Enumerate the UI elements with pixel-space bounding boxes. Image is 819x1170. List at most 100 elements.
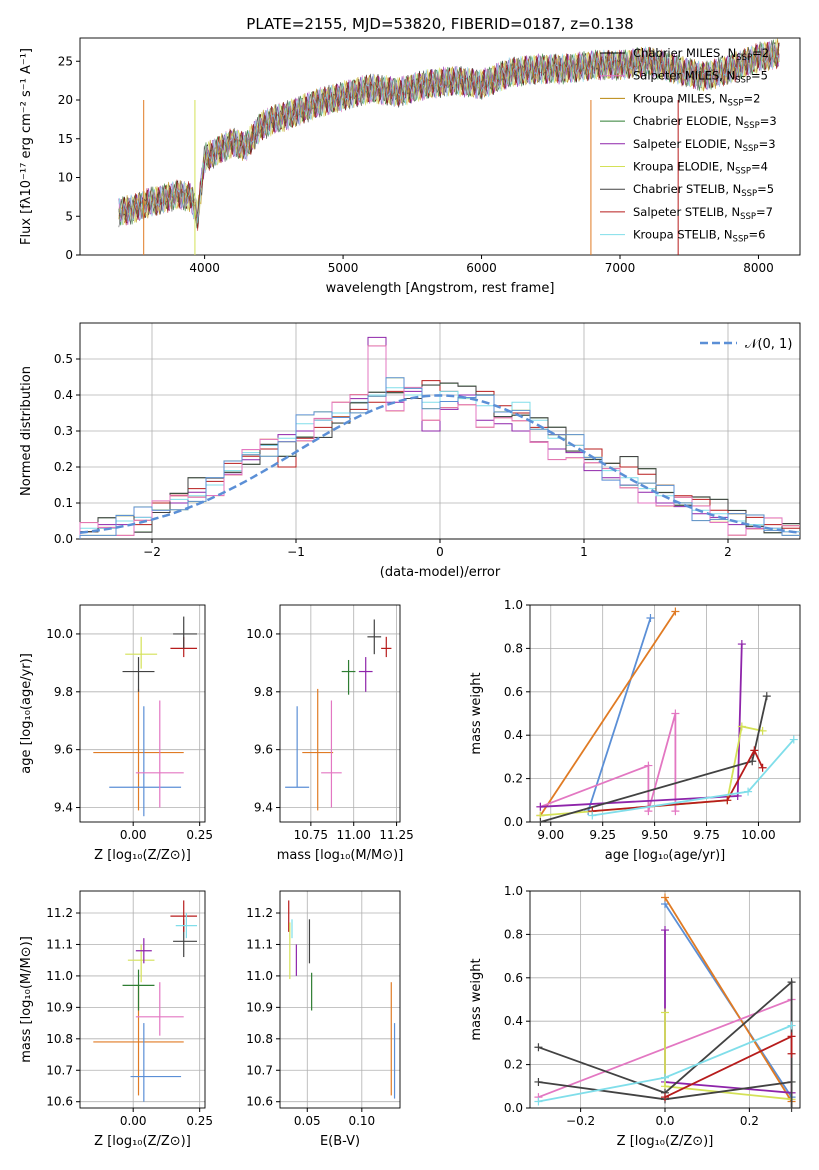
weight-line-0 xyxy=(587,617,652,812)
weight-marker xyxy=(787,1021,796,1030)
weight-marker xyxy=(787,1077,796,1086)
y-tick-label: 0.2 xyxy=(504,772,523,786)
x-axis-label: Z [log₁₀(Z/Z⊙)] xyxy=(617,1134,714,1149)
y-tick-label: 10.9 xyxy=(246,1000,273,1014)
weight-marker xyxy=(536,818,545,826)
y-tick-label: 11.0 xyxy=(46,969,73,983)
weight-marker xyxy=(737,640,746,649)
y-tick-label: 11.0 xyxy=(246,969,273,983)
spectrum-line-7 xyxy=(118,41,780,231)
weight-marker xyxy=(750,746,759,755)
x-tick-label: 10.75 xyxy=(294,828,328,842)
legend-entry: Salpeter MILES, NSSP=5 xyxy=(633,69,768,86)
x-tick-label: 11.00 xyxy=(337,828,371,842)
y-tick-label: 10 xyxy=(58,171,73,185)
x-tick-label: 8000 xyxy=(743,261,774,275)
weight-marker xyxy=(536,802,545,811)
x-tick-label: 7000 xyxy=(605,261,636,275)
age_vs_Z-panel xyxy=(76,604,206,826)
y-tick-label: 0.4 xyxy=(504,728,523,742)
x-axis-label: (data-model)/error xyxy=(380,565,501,580)
weight-marker xyxy=(646,614,655,623)
y-tick-label: 9.4 xyxy=(54,801,73,815)
y-axis-label: Flux [fλ10⁻¹⁷ erg cm⁻² s⁻¹ A⁻¹] xyxy=(19,48,34,245)
weight-marker xyxy=(787,978,796,987)
mass_vs_Z-panel xyxy=(76,890,206,1112)
weight-line-1 xyxy=(539,611,677,816)
mass_vs_EBV-frame xyxy=(279,890,401,1109)
normal-curve xyxy=(79,394,801,534)
x-tick-label: 11.25 xyxy=(379,828,413,842)
y-tick-label: 10.6 xyxy=(246,1095,273,1109)
y-tick-label: 10.7 xyxy=(246,1063,273,1077)
y-tick-label: 0.8 xyxy=(504,927,523,941)
legend-entry: Chabrier STELIB, NSSP=5 xyxy=(633,182,774,199)
y-tick-label: 11.2 xyxy=(246,906,273,920)
y-axis-label: age [log₁₀(age/yr)] xyxy=(19,653,34,774)
age_vs_mass-panel xyxy=(276,604,401,826)
y-tick-label: 15 xyxy=(58,132,73,146)
y-tick-label: 11.1 xyxy=(246,937,273,951)
age_vs_Z-frame xyxy=(79,604,206,823)
y-tick-label: 20 xyxy=(58,93,73,107)
weight-line-1 xyxy=(664,897,793,1102)
weight-marker xyxy=(671,709,680,718)
weight-marker xyxy=(661,893,669,902)
weight-marker xyxy=(661,926,669,935)
weight-marker xyxy=(588,811,597,820)
x-axis-label: age [log₁₀(age/yr)] xyxy=(605,848,726,863)
weight-marker xyxy=(787,1104,796,1112)
y-tick-label: 5 xyxy=(65,209,73,223)
weight-marker xyxy=(644,807,653,816)
weight-marker xyxy=(661,1073,669,1082)
y-tick-label: 0 xyxy=(65,248,73,262)
residuals-panel xyxy=(76,322,801,543)
weight-marker xyxy=(661,1093,669,1102)
x-tick-label: 0.25 xyxy=(186,1114,213,1128)
y-tick-label: 1.0 xyxy=(504,884,523,898)
y-tick-label: 0.0 xyxy=(504,1101,523,1115)
x-tick-label: 0.10 xyxy=(348,1114,375,1128)
mass_vs_Z-frame xyxy=(79,890,206,1109)
weight-line-2 xyxy=(540,713,677,812)
weight-line-3 xyxy=(540,644,743,808)
x-tick-label: 4000 xyxy=(189,261,220,275)
weight-line-4 xyxy=(664,1012,792,1101)
x-axis-label: Z [log₁₀(Z/Z⊙)] xyxy=(94,848,191,863)
weight_vs_age-frame xyxy=(529,604,801,823)
y-tick-label: 0.6 xyxy=(504,685,523,699)
x-tick-label: 0.0 xyxy=(655,1114,674,1128)
x-axis-label: wavelength [Angstrom, rest frame] xyxy=(326,281,555,296)
y-tick-label: 0.4 xyxy=(54,388,73,402)
y-tick-label: 9.4 xyxy=(254,801,273,815)
weight_vs_Z-panel xyxy=(526,890,801,1112)
weight-marker xyxy=(787,1032,796,1041)
weight-marker xyxy=(534,1043,543,1052)
y-tick-label: 10.0 xyxy=(246,627,273,641)
y-tick-label: 0.8 xyxy=(504,641,523,655)
x-tick-label: 9.25 xyxy=(589,828,616,842)
y-tick-label: 11.1 xyxy=(46,937,73,951)
weight-marker xyxy=(671,807,680,816)
x-tick-label: 0.00 xyxy=(120,1114,147,1128)
x-tick-label: 2 xyxy=(724,545,732,559)
legend-entry: Salpeter ELODIE, NSSP=3 xyxy=(633,137,776,154)
x-tick-label: 0.2 xyxy=(740,1114,759,1128)
x-tick-label: 6000 xyxy=(466,261,497,275)
spectrum-line-3 xyxy=(118,39,780,229)
legend-entry: Salpeter STELIB, NSSP=7 xyxy=(633,205,773,222)
weight-marker xyxy=(758,726,767,735)
y-tick-label: 0.4 xyxy=(504,1014,523,1028)
y-tick-label: 0.2 xyxy=(504,1058,523,1072)
x-axis-label: mass [log₁₀(M/M⊙)] xyxy=(277,848,404,863)
y-axis-label: mass weight xyxy=(469,958,484,1040)
weight-marker xyxy=(644,761,653,770)
y-tick-label: 9.6 xyxy=(254,743,273,757)
age_vs_mass-frame xyxy=(279,604,401,823)
x-tick-label: 9.75 xyxy=(693,828,720,842)
spectrum-line-5 xyxy=(118,39,780,225)
legend-entry: Chabrier MILES, NSSP=2 xyxy=(633,46,769,63)
weight-marker xyxy=(534,1097,543,1106)
weight-marker xyxy=(723,796,732,805)
